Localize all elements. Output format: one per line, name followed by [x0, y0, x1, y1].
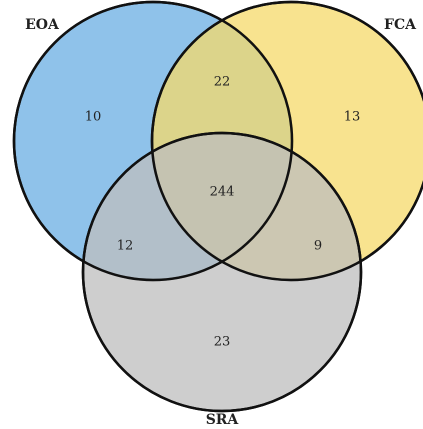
set-outline: [81, 131, 363, 413]
set-outline: [12, 0, 294, 282]
set-label: FCA: [384, 17, 417, 33]
region-count: 9: [314, 239, 322, 254]
set-outline: [150, 0, 423, 282]
set-label: SRA: [206, 412, 240, 428]
region-count: 12: [117, 239, 134, 254]
region-count: 10: [85, 110, 102, 125]
set-label: EOA: [25, 17, 60, 33]
region-count: 23: [214, 335, 231, 350]
region-count: 22: [214, 75, 231, 90]
region-count: 13: [344, 110, 361, 125]
set-fills: [12, 0, 423, 413]
region-count: 244: [210, 185, 235, 200]
set-fill: [81, 131, 363, 413]
